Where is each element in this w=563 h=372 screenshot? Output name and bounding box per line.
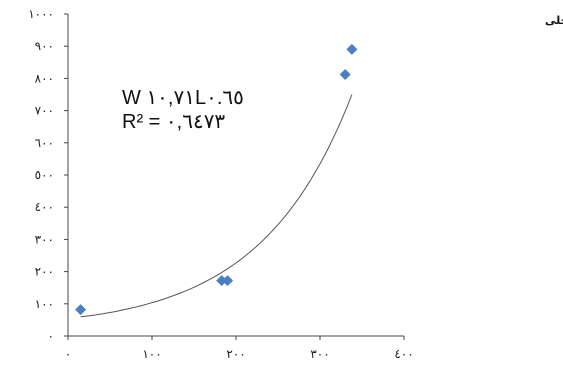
data-point [216,275,228,287]
legend-label: کپور علفخواراداخلی [545,14,563,27]
data-points [75,43,358,316]
y-tick-label: ٦٠٠ [35,136,54,150]
x-tick-label: ٤٠٠ [394,347,413,361]
y-tick-label: ١٠٠٠ [28,7,54,21]
data-point [339,69,351,81]
y-tick-label: ٨٠٠ [35,71,54,85]
trendline [80,94,353,318]
y-tick-label: ٤٠٠ [35,200,54,214]
y-tick-label: ٧٠٠ [35,104,54,118]
x-axis: ٠ ١٠٠ ٢٠٠ ٣٠٠ ٤٠٠ [65,335,414,361]
r-squared-label: R² = ٠,٦٤٧٣ [122,111,225,133]
y-axis: ٠ ١٠٠ ٢٠٠ ٣٠٠ ٤٠٠ ٥٠٠ ٦٠٠ ٧٠٠ ٨٠٠ ٩٠٠ ١٠٠٠ [28,7,69,343]
x-tick-label: ٠ [65,347,71,361]
trendline-equation: W ١٠,٧١L٠.٦٥ [122,87,244,109]
x-tick-label: ١٠٠ [142,347,161,361]
y-tick-label: ٣٠٠ [35,232,54,246]
x-tick-label: ٣٠٠ [310,347,329,361]
x-tick-label: ٢٠٠ [226,347,245,361]
data-point [222,275,234,287]
data-point [75,304,87,316]
y-tick-label: ٠ [48,329,54,343]
y-tick-label: ٥٠٠ [35,168,54,182]
y-tick-label: ١٠٠ [35,297,54,311]
data-point [346,43,358,55]
y-tick-label: ٩٠٠ [35,39,54,53]
y-tick-label: ٢٠٠ [35,265,54,279]
